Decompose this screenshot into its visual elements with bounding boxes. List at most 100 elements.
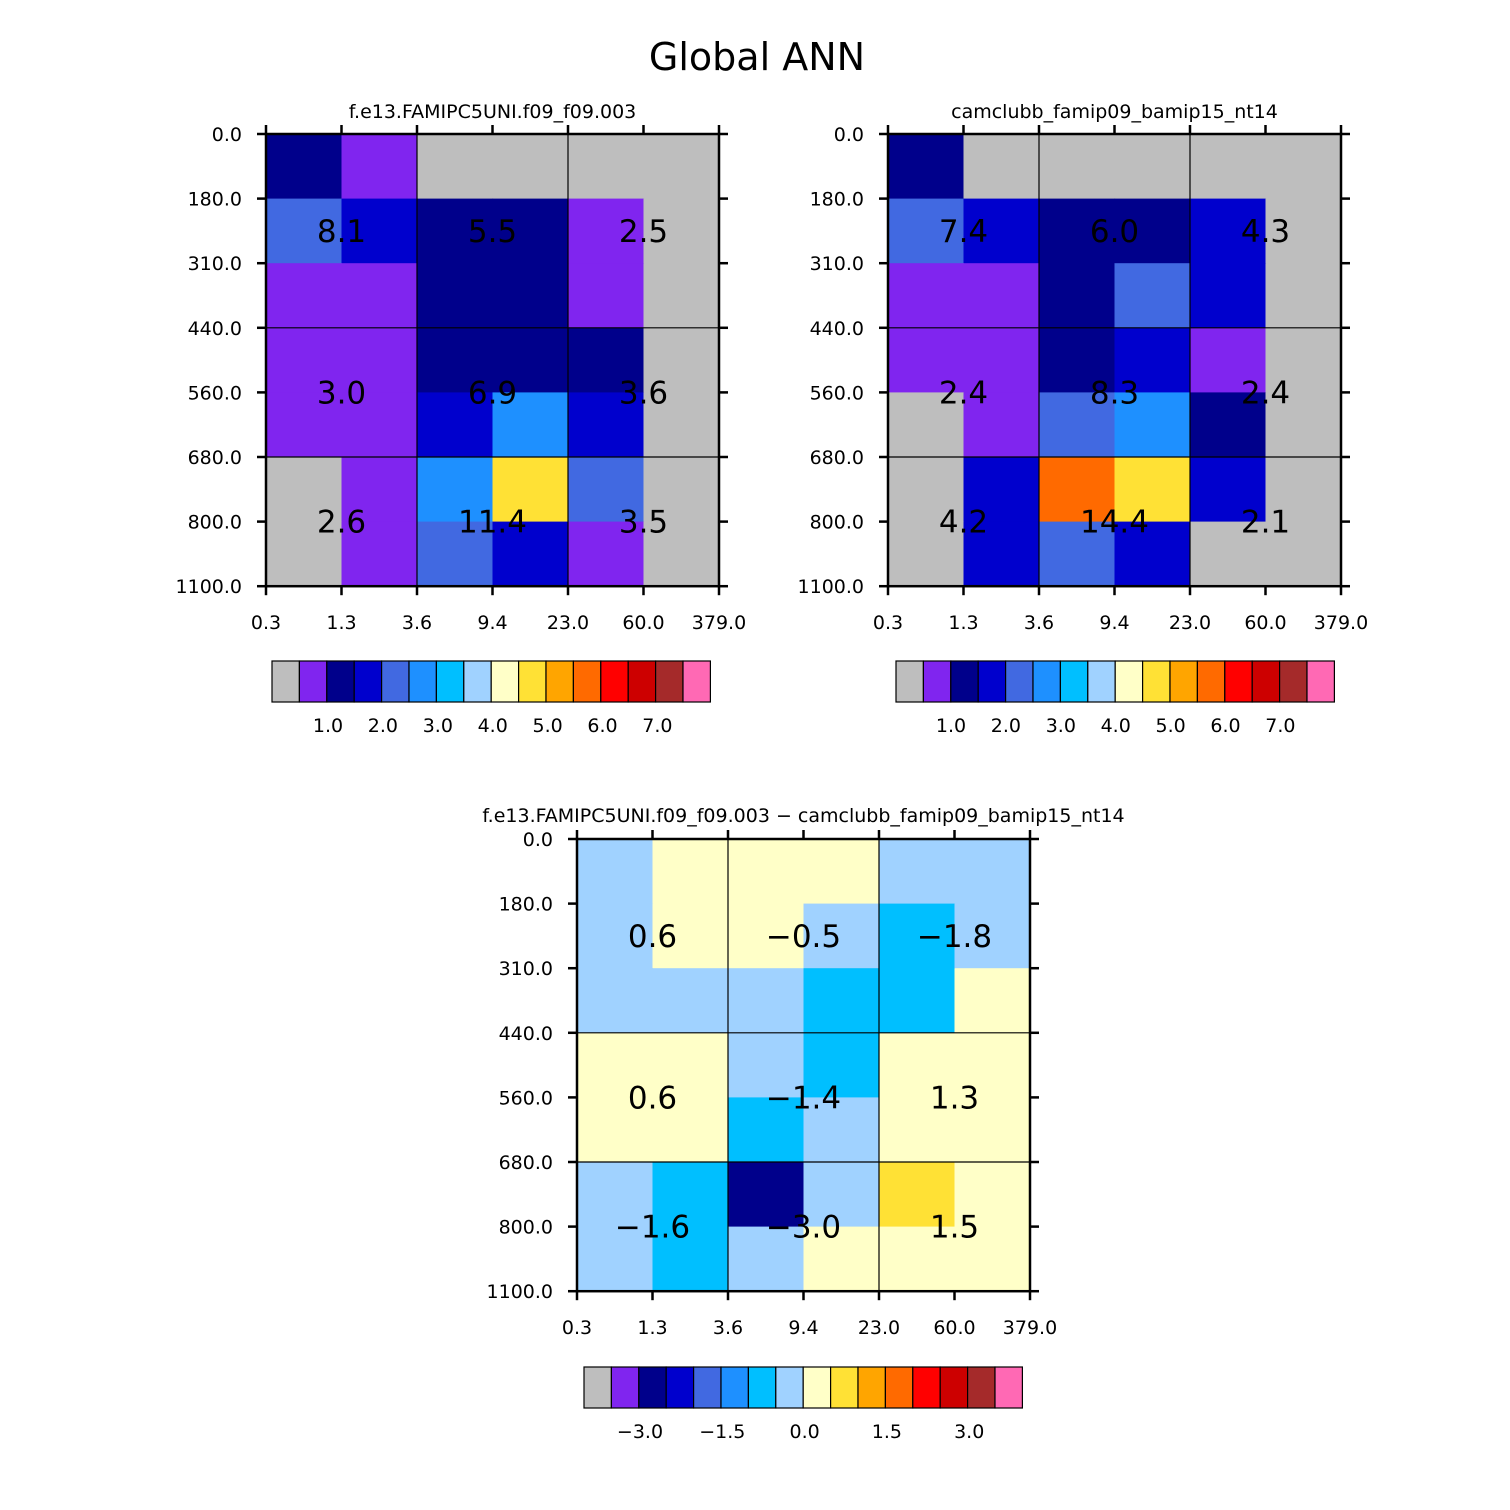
y-tick-label: 800.0	[810, 512, 864, 534]
y-tick-label: 1100.0	[798, 576, 864, 598]
colorbar-swatch	[1278, 660, 1308, 703]
x-tick-label: 23.0	[858, 1317, 900, 1339]
colorbar-swatch	[408, 660, 437, 703]
heatmap-cell	[1265, 327, 1342, 393]
colorbar-label: 6.0	[1210, 715, 1240, 737]
heatmap-cell	[1190, 457, 1267, 523]
heatmap-cell	[1039, 521, 1116, 587]
y-tick-label: 800.0	[499, 1217, 553, 1239]
colorbar-swatch	[692, 1366, 722, 1409]
colorbar-swatch	[966, 1366, 996, 1409]
heatmap-cell	[803, 1162, 880, 1228]
colorbar-label: 1.0	[936, 715, 966, 737]
colorbar-label: 2.0	[991, 715, 1021, 737]
cell-value-label: 0.6	[628, 919, 677, 955]
heatmap-cell	[1190, 392, 1267, 458]
heatmap-cell	[888, 263, 965, 329]
cell-value-label: 8.3	[1090, 375, 1139, 411]
cell-value-label: 11.4	[458, 505, 527, 541]
colorbar-swatch	[1306, 660, 1335, 703]
panels: f.e13.FAMIPC5UNI.f09_f09.003 8.1 5.5 2.5 3.0…	[176, 101, 1369, 1443]
cell-value-label: 2.6	[317, 505, 366, 541]
heatmap-cell	[492, 198, 569, 264]
x-tick-label: 23.0	[1169, 612, 1211, 634]
cell-value-label: 6.9	[468, 375, 517, 411]
heatmap-cell	[417, 198, 494, 264]
colorbar-label: 7.0	[1265, 715, 1295, 737]
colorbar-label: 5.0	[532, 715, 562, 737]
heatmap-cell	[341, 263, 418, 329]
heatmap-cell	[963, 198, 1040, 264]
heatmap-cell	[954, 839, 1031, 905]
x-tick-label: 60.0	[1244, 612, 1286, 634]
y-tick-label: 0.0	[523, 829, 553, 851]
panel-model-1: f.e13.FAMIPC5UNI.f09_f09.003 8.1 5.5 2.5 3.0…	[176, 101, 747, 737]
x-tick-label: 0.3	[251, 612, 281, 634]
colorbar-swatch	[381, 660, 410, 703]
cell-value-label: 3.6	[619, 375, 668, 411]
colorbar-swatch	[638, 1366, 667, 1409]
x-tick-label: 1.3	[637, 1317, 667, 1339]
y-tick-label: 800.0	[188, 512, 242, 534]
cell-value-label: −1.6	[615, 1210, 690, 1246]
heatmap-cell	[643, 521, 720, 587]
colorbar-swatch	[682, 660, 711, 703]
heatmap-cell	[728, 1032, 805, 1098]
heatmap-cell	[492, 134, 569, 200]
y-tick-label: 560.0	[810, 382, 864, 404]
heatmap-cell	[1190, 521, 1267, 587]
heatmap-cell	[1039, 392, 1116, 458]
panel-model-2: camclubb_famip09_bamip15_nt14 7.4 6.0 4.3 2.…	[798, 101, 1369, 737]
cell-value-label: 5.5	[468, 214, 517, 250]
heatmap-cell	[652, 1097, 729, 1163]
heatmap-cell	[963, 327, 1040, 393]
y-tick-label: 680.0	[499, 1152, 553, 1174]
heatmap-cell	[568, 134, 645, 200]
x-tick-label: 23.0	[547, 612, 589, 634]
x-tick-label: 379.0	[1003, 1317, 1057, 1339]
y-tick-label: 0.0	[212, 124, 242, 146]
heatmap-cell	[568, 198, 645, 264]
heatmap-cell	[568, 392, 645, 458]
heatmap-cell	[266, 134, 343, 200]
cell-value-label: 6.0	[1090, 214, 1139, 250]
x-tick-label: 9.4	[1099, 612, 1129, 634]
colorbar-swatch	[490, 660, 520, 703]
heatmap-cell	[803, 968, 880, 1034]
cell-value-label: 7.4	[939, 214, 988, 250]
colorbar-swatch	[994, 1366, 1023, 1409]
colorbar-label: 1.0	[313, 715, 343, 737]
cell-value-label: −0.5	[766, 919, 841, 955]
y-tick-label: 560.0	[188, 382, 242, 404]
panel-title: camclubb_famip09_bamip15_nt14	[951, 101, 1278, 123]
heatmap-cell	[1039, 327, 1116, 393]
heatmap-cell	[879, 903, 956, 969]
heatmap-cell	[643, 327, 720, 393]
heatmap-cell	[492, 521, 569, 587]
heatmap-cell	[643, 263, 720, 329]
heatmap-cell	[879, 1097, 956, 1163]
x-tick-label: 3.6	[402, 612, 432, 634]
heatmap-cell	[652, 839, 729, 905]
colorbar-swatch	[977, 660, 1007, 703]
heatmap-cell	[888, 134, 965, 200]
heatmap-cell	[652, 968, 729, 1034]
heatmap-cell	[568, 457, 645, 523]
cell-value-label: 4.3	[1241, 214, 1290, 250]
colorbar-swatch	[1251, 660, 1281, 703]
colorbar-swatch	[912, 1366, 941, 1409]
colorbar-swatch	[1114, 660, 1144, 703]
colorbar-swatch	[950, 660, 979, 703]
colorbar-label: 4.0	[478, 715, 508, 737]
y-tick-label: 680.0	[810, 447, 864, 469]
heatmap-cell	[728, 968, 805, 1034]
heatmap-cell	[728, 839, 805, 905]
y-tick-label: 1100.0	[176, 576, 242, 598]
colorbar-swatch	[271, 660, 300, 703]
cell-value-label: 2.4	[939, 375, 988, 411]
heatmap-cell	[417, 457, 494, 523]
heatmap-cell	[652, 1162, 729, 1228]
colorbar-swatch	[895, 660, 924, 703]
heatmap-cell	[803, 1097, 880, 1163]
